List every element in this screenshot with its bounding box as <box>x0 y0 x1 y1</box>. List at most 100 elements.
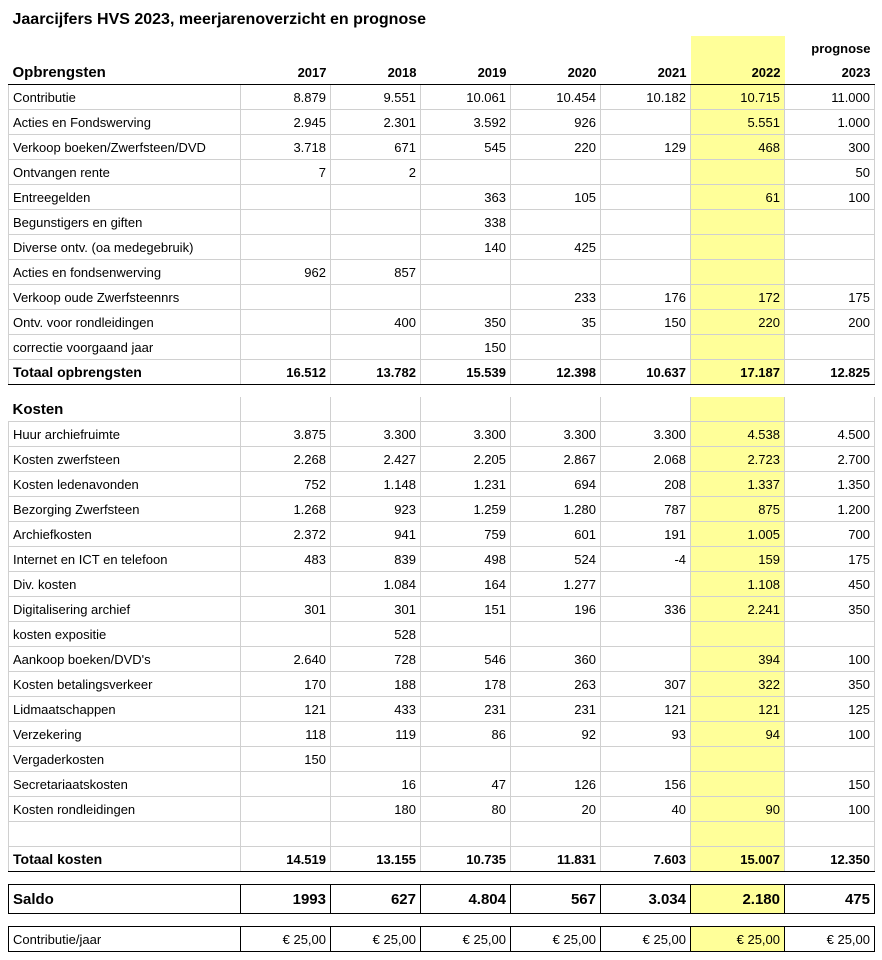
cell-value: 8.879 <box>241 85 331 110</box>
cell-value <box>785 210 875 235</box>
cell-value: 350 <box>785 597 875 622</box>
year-header: 2021 <box>601 60 691 85</box>
cell-value <box>601 235 691 260</box>
cell-value: 545 <box>421 135 511 160</box>
cell-value: 164 <box>421 572 511 597</box>
row-label: Contributie <box>9 85 241 110</box>
year-header: 2017 <box>241 60 331 85</box>
total-opbrengsten-value: 17.187 <box>691 360 785 385</box>
cell-value: 752 <box>241 472 331 497</box>
year-header: 2023 <box>785 60 875 85</box>
cell-value: 233 <box>511 285 601 310</box>
cell-value: 524 <box>511 547 601 572</box>
cell-value <box>601 572 691 597</box>
cell-value: 175 <box>785 285 875 310</box>
cell-value <box>241 210 331 235</box>
cell-value: 9.551 <box>331 85 421 110</box>
cell-value: 10.061 <box>421 85 511 110</box>
cell-value: 3.300 <box>511 422 601 447</box>
cell-value <box>601 110 691 135</box>
cell-value: 100 <box>785 185 875 210</box>
cell-value <box>421 260 511 285</box>
cell-value: 90 <box>691 797 785 822</box>
cell-value: -4 <box>601 547 691 572</box>
cell-value: 425 <box>511 235 601 260</box>
cell-value: 728 <box>331 647 421 672</box>
cell-value: 301 <box>331 597 421 622</box>
cell-value <box>691 260 785 285</box>
row-label: Vergaderkosten <box>9 747 241 772</box>
row-label: Ontv. voor rondleidingen <box>9 310 241 335</box>
cell-value: 350 <box>785 672 875 697</box>
cell-value <box>511 622 601 647</box>
row-label: Kosten rondleidingen <box>9 797 241 822</box>
cell-value: 2.867 <box>511 447 601 472</box>
cell-value <box>331 285 421 310</box>
cell-value <box>601 335 691 360</box>
contributie-label: Contributie/jaar <box>9 927 241 952</box>
cell-value: 528 <box>331 622 421 647</box>
cell-value <box>785 335 875 360</box>
cell-value: 100 <box>785 797 875 822</box>
cell-value: 10.715 <box>691 85 785 110</box>
row-label: Acties en fondsenwerving <box>9 260 241 285</box>
row-label: Verkoop boeken/Zwerfsteen/DVD <box>9 135 241 160</box>
cell-value: 2.640 <box>241 647 331 672</box>
total-kosten-value: 10.735 <box>421 847 511 872</box>
cell-value: 360 <box>511 647 601 672</box>
prognose-label <box>511 36 601 60</box>
cell-value: 220 <box>511 135 601 160</box>
section-header-opbrengsten: Opbrengsten <box>9 60 241 85</box>
saldo-value: 1993 <box>241 885 331 914</box>
cell-value <box>241 235 331 260</box>
cell-value: 363 <box>421 185 511 210</box>
cell-value: 121 <box>601 697 691 722</box>
cell-value <box>241 622 331 647</box>
cell-value: 180 <box>331 797 421 822</box>
cell-value: 468 <box>691 135 785 160</box>
cell-value: 10.182 <box>601 85 691 110</box>
cell-value: 3.300 <box>601 422 691 447</box>
contributie-value: € 25,00 <box>241 927 331 952</box>
cell-value: 188 <box>331 672 421 697</box>
cell-value: 962 <box>241 260 331 285</box>
cell-value <box>691 772 785 797</box>
year-header: 2018 <box>331 60 421 85</box>
cell-value <box>601 747 691 772</box>
total-opbrengsten-value: 12.398 <box>511 360 601 385</box>
cell-value: 80 <box>421 797 511 822</box>
saldo-value: 475 <box>785 885 875 914</box>
cell-value: 231 <box>421 697 511 722</box>
cell-value: 4.538 <box>691 422 785 447</box>
row-label: Verzekering <box>9 722 241 747</box>
contributie-value: € 25,00 <box>785 927 875 952</box>
cell-value: 400 <box>331 310 421 335</box>
cell-value: 105 <box>511 185 601 210</box>
cell-value: 119 <box>331 722 421 747</box>
cell-value: 941 <box>331 522 421 547</box>
cell-value <box>691 160 785 185</box>
cell-value: 151 <box>421 597 511 622</box>
cell-value: 86 <box>421 722 511 747</box>
row-label: correctie voorgaand jaar <box>9 335 241 360</box>
contributie-value: € 25,00 <box>691 927 785 952</box>
cell-value: 787 <box>601 497 691 522</box>
cell-value <box>511 260 601 285</box>
total-kosten-value: 11.831 <box>511 847 601 872</box>
cell-value <box>691 622 785 647</box>
cell-value <box>421 160 511 185</box>
cell-value <box>601 185 691 210</box>
cell-value: 94 <box>691 722 785 747</box>
contributie-value: € 25,00 <box>331 927 421 952</box>
cell-value: 175 <box>785 547 875 572</box>
cell-value: 1.148 <box>331 472 421 497</box>
section-header-kosten: Kosten <box>9 397 241 422</box>
row-label: Internet en ICT en telefoon <box>9 547 241 572</box>
cell-value: 35 <box>511 310 601 335</box>
cell-value <box>601 622 691 647</box>
saldo-value: 2.180 <box>691 885 785 914</box>
total-kosten-value: 7.603 <box>601 847 691 872</box>
cell-value <box>601 210 691 235</box>
cell-value: 3.300 <box>331 422 421 447</box>
cell-value: 923 <box>331 497 421 522</box>
